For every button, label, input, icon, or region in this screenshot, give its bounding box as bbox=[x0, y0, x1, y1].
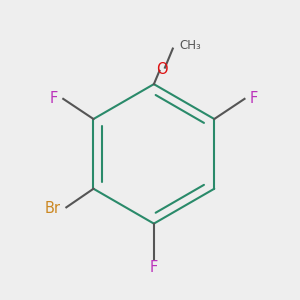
Text: CH₃: CH₃ bbox=[179, 39, 201, 52]
Text: F: F bbox=[150, 260, 158, 275]
Text: F: F bbox=[50, 92, 58, 106]
Text: Br: Br bbox=[44, 201, 60, 216]
Text: O: O bbox=[156, 62, 168, 77]
Text: F: F bbox=[250, 92, 258, 106]
